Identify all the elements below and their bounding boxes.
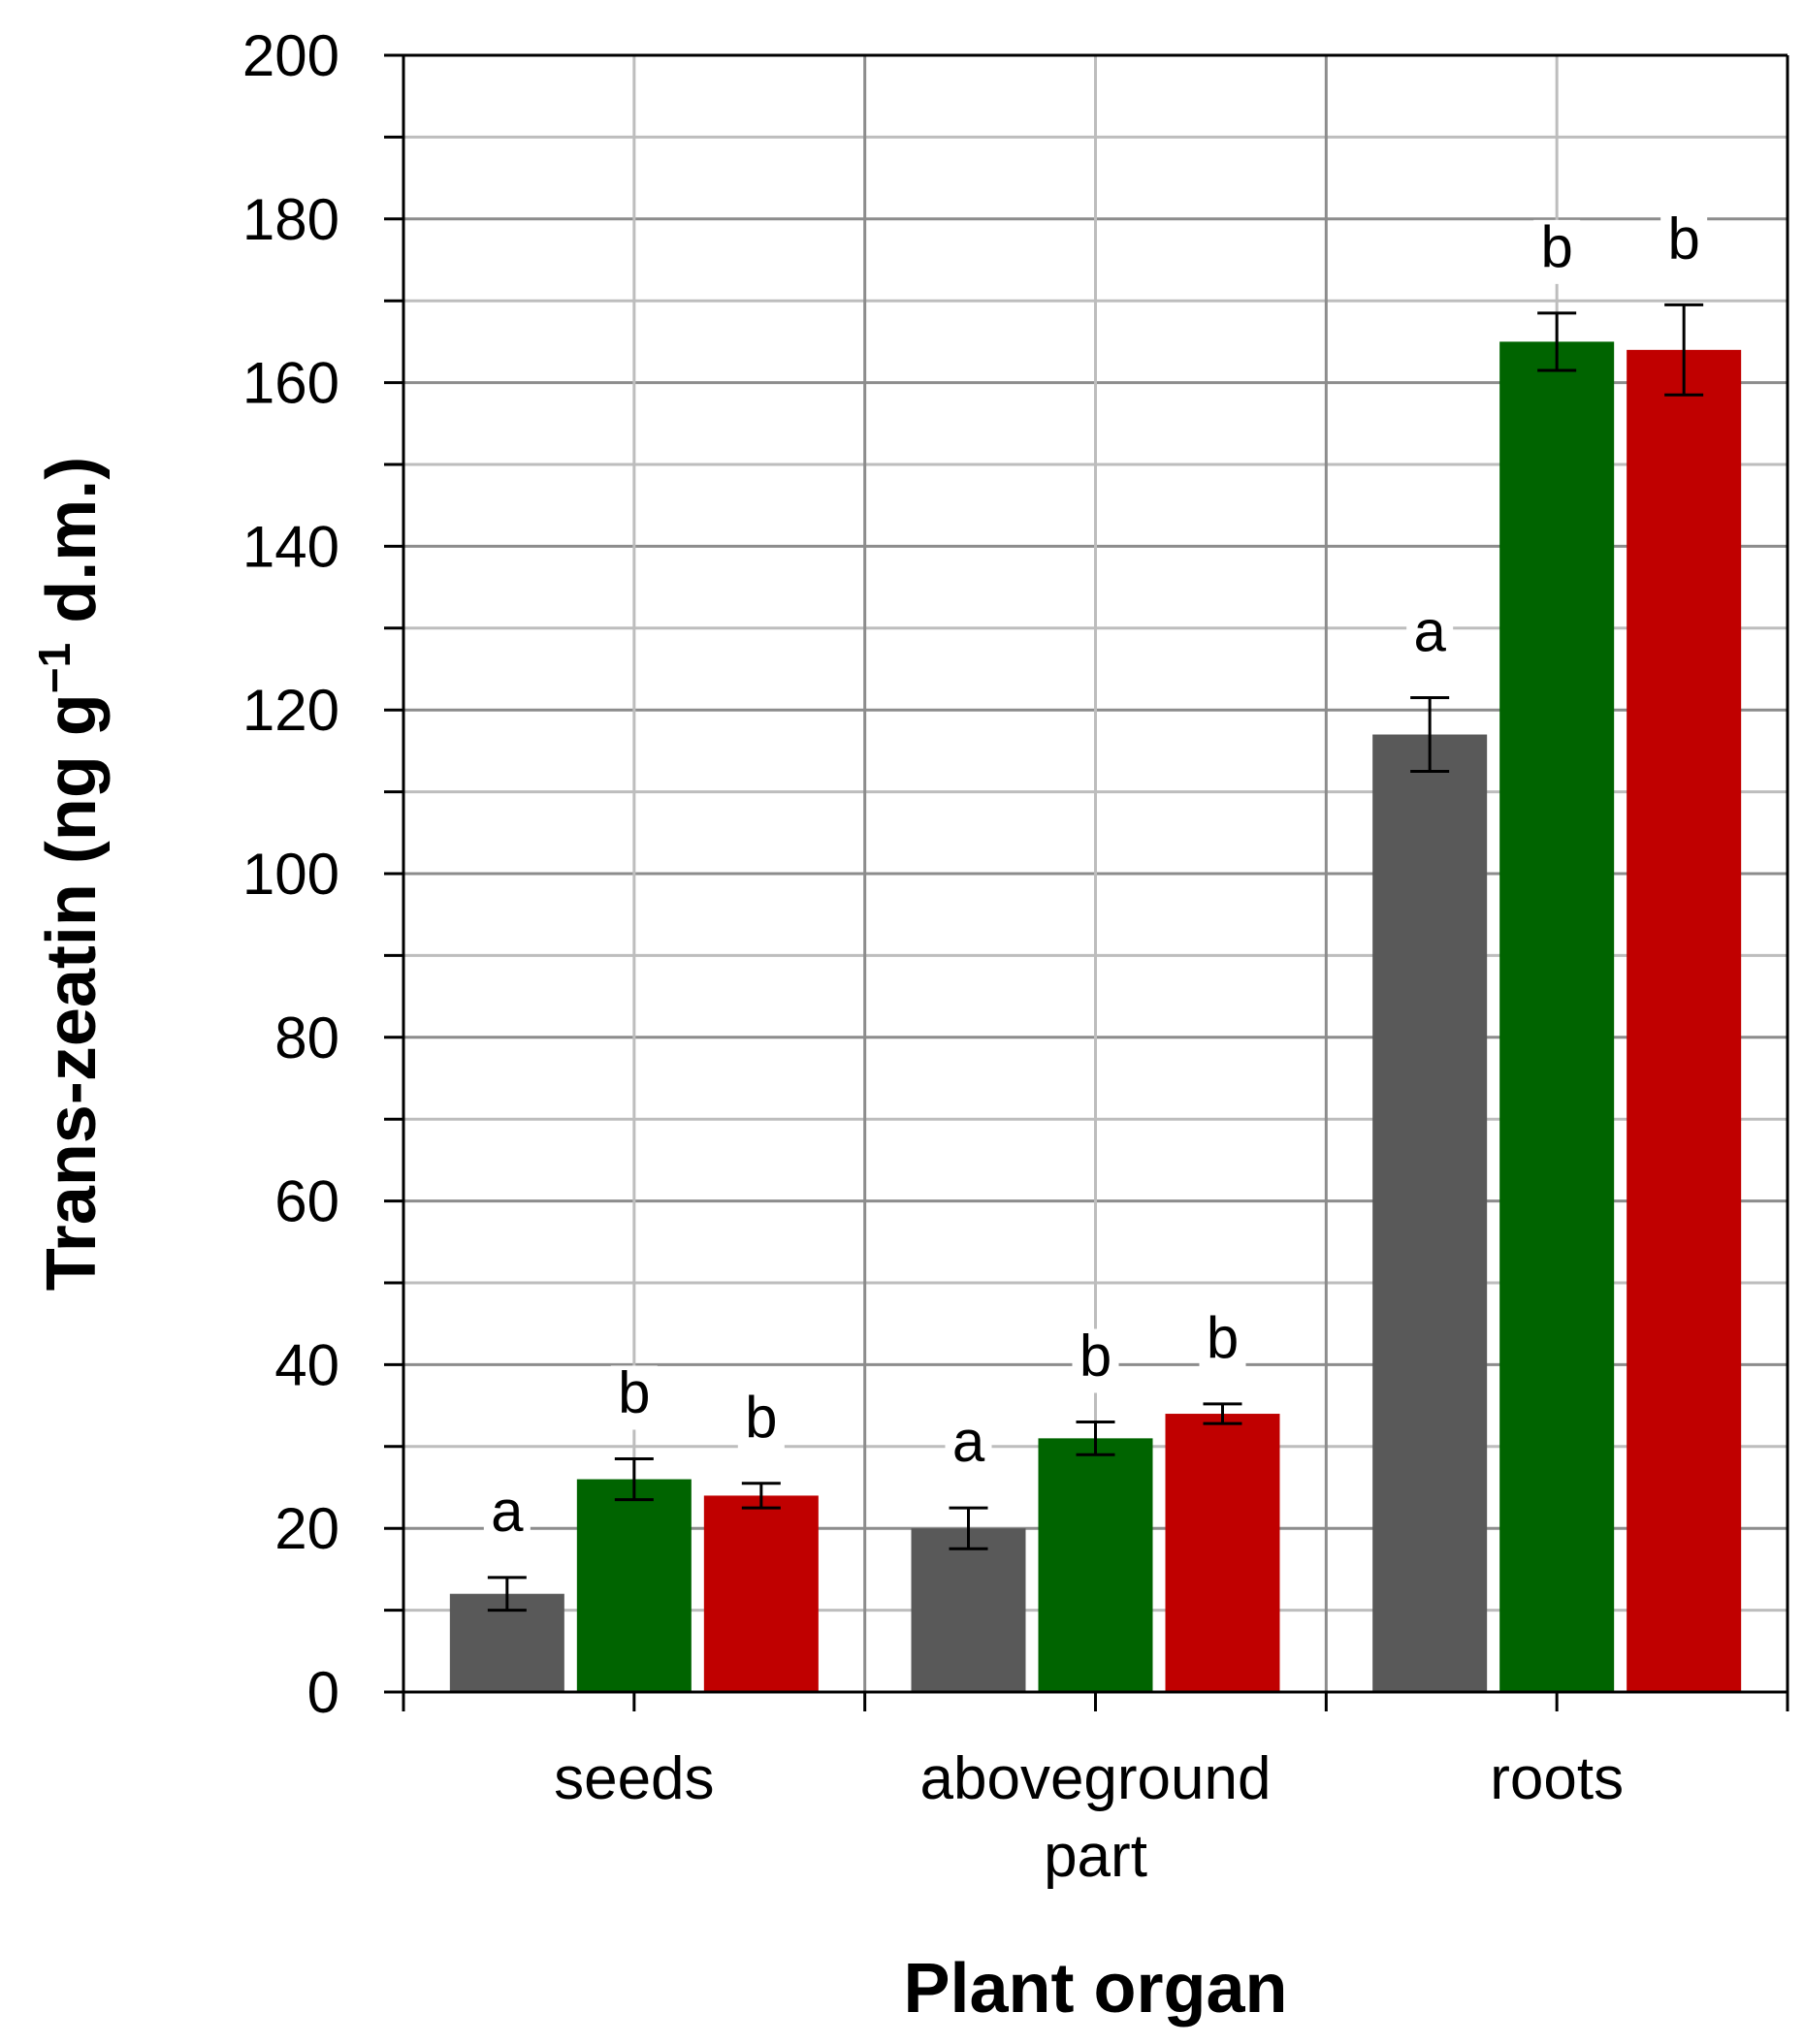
letter-background	[737, 1389, 785, 1454]
letter-background	[1660, 211, 1708, 276]
bar	[911, 1528, 1026, 1692]
y-tick-label: 0	[307, 1660, 339, 1725]
error-bar	[1664, 303, 1704, 397]
x-category-label-line: aboveground	[920, 1745, 1272, 1812]
y-tick-label: 100	[242, 842, 339, 907]
bar	[1627, 349, 1742, 1693]
significance-letter: b	[618, 1359, 650, 1424]
significance-letter: b	[1540, 214, 1572, 279]
error-bar	[1076, 1420, 1115, 1456]
significance-letter: b	[1207, 1305, 1239, 1370]
letter-background	[1072, 1328, 1119, 1393]
significance-letter: a	[491, 1479, 524, 1544]
error-bar	[487, 1576, 527, 1613]
y-tick-label: 20	[274, 1496, 339, 1561]
significance-letter: b	[1079, 1323, 1111, 1388]
error-bar	[741, 1482, 781, 1510]
bar	[576, 1479, 692, 1692]
y-axis-title-superscript: −1	[29, 643, 80, 693]
x-axis-title: Plant organ	[903, 1950, 1287, 2028]
y-axis-title-tail: d.m.)	[33, 457, 111, 643]
error-bar	[1537, 311, 1577, 372]
y-tick-label: 180	[242, 187, 339, 252]
error-bar	[949, 1506, 988, 1550]
significance-letter: b	[745, 1385, 777, 1450]
x-category-label: roots	[1490, 1745, 1624, 1812]
y-tick-label: 80	[274, 1006, 339, 1070]
bar	[1372, 734, 1488, 1692]
letter-background	[610, 1365, 658, 1430]
x-category-label: seeds	[554, 1745, 714, 1812]
letter-background	[1406, 604, 1454, 669]
letter-background	[1199, 1310, 1246, 1375]
y-axis-title-main: Trans-zeatin (ng g	[33, 693, 111, 1291]
x-category-label-line: roots	[1490, 1745, 1624, 1812]
y-tick-label: 120	[242, 678, 339, 743]
bar	[1165, 1414, 1280, 1692]
x-category-label-line: part	[1044, 1823, 1147, 1890]
significance-letter: a	[1413, 599, 1446, 664]
error-bar	[1203, 1402, 1242, 1425]
error-bar	[1410, 696, 1450, 773]
y-axis-title: Trans-zeatin (ng g−1 d.m.)	[29, 457, 111, 1292]
letter-background	[483, 1484, 531, 1549]
letter-background	[1533, 219, 1581, 284]
x-category-label: aboveground part	[920, 1745, 1272, 1890]
y-tick-label: 40	[274, 1332, 339, 1397]
bar	[703, 1495, 819, 1692]
y-tick-label: 60	[274, 1169, 339, 1234]
y-tick-label: 140	[242, 514, 339, 579]
y-tick-label: 160	[242, 351, 339, 416]
letter-background	[945, 1415, 992, 1480]
bar	[1499, 341, 1615, 1692]
significance-letters: a a a b b b b b b	[483, 206, 1708, 1549]
bar	[1038, 1438, 1153, 1692]
significance-letter: a	[952, 1409, 985, 1474]
y-tick-label: 200	[242, 23, 339, 88]
bars	[449, 303, 1742, 1693]
significance-letter: b	[1667, 206, 1699, 271]
x-category-labels: seeds aboveground part roots	[554, 1745, 1624, 1890]
x-category-label-line: seeds	[554, 1745, 714, 1812]
axes	[384, 53, 1789, 1711]
error-bar	[614, 1456, 654, 1502]
y-tick-labels: 0 20 40 60 80 100 120 140 160 180 200	[242, 23, 339, 1725]
